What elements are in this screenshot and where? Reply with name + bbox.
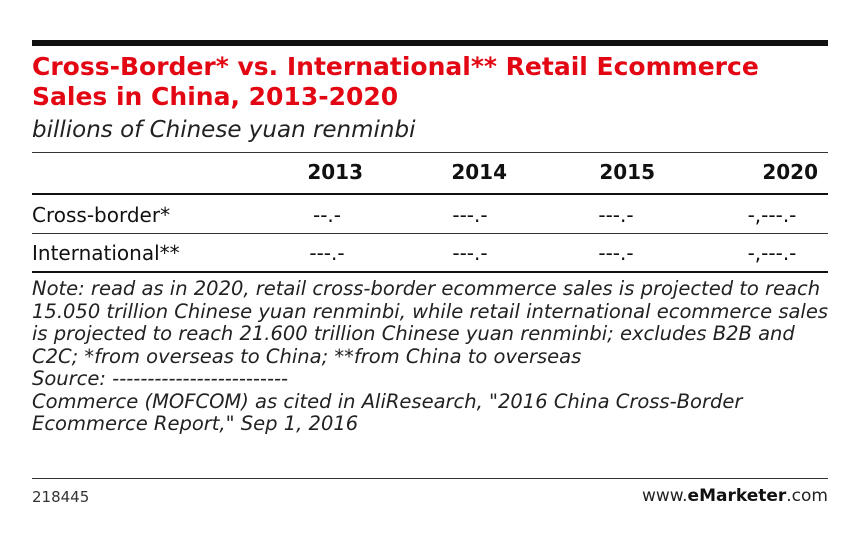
chart-title: Cross-Border* vs. International** Retail…	[32, 52, 759, 111]
table-cell: ---.-	[598, 241, 634, 265]
row-label-international: International**	[32, 241, 180, 265]
column-header-2014: 2014	[451, 160, 507, 184]
column-header-2020: 2020	[762, 160, 818, 184]
table-cell: ---.-	[309, 241, 345, 265]
table-cell: ---.-	[452, 241, 488, 265]
table-cell: ---.-	[598, 203, 634, 227]
chart-id: 218445	[32, 488, 90, 506]
chart-subtitle: billions of Chinese yuan renminbi	[32, 117, 416, 143]
row-rule	[32, 233, 828, 234]
table-cell: --.-	[312, 203, 341, 227]
table-top-rule	[32, 152, 828, 153]
column-header-2015: 2015	[599, 160, 655, 184]
emarketer-logo: www.eMarketer.com	[642, 486, 828, 506]
note-text: Note: read as in 2020, retail cross-bord…	[32, 277, 828, 368]
table-cell: -,---.-	[747, 203, 797, 227]
column-header-2013: 2013	[307, 160, 363, 184]
table-cell: -,---.-	[747, 241, 797, 265]
table-cell: ---.-	[452, 203, 488, 227]
footer-rule	[32, 478, 828, 479]
chart-note: Note: read as in 2020, retail cross-bord…	[32, 277, 832, 436]
row-label-cross-border: Cross-border*	[32, 203, 171, 227]
brand-suffix: .com	[786, 486, 828, 506]
table-bottom-rule	[32, 271, 828, 273]
header-rule	[32, 193, 828, 195]
brand-prefix: www.	[641, 486, 688, 506]
source-citation: Commerce (MOFCOM) as cited in AliResearc…	[32, 389, 743, 435]
brand-name: eMarketer	[687, 486, 787, 506]
source-line: Source: -------------------------	[32, 367, 289, 390]
top-rule	[32, 40, 828, 46]
